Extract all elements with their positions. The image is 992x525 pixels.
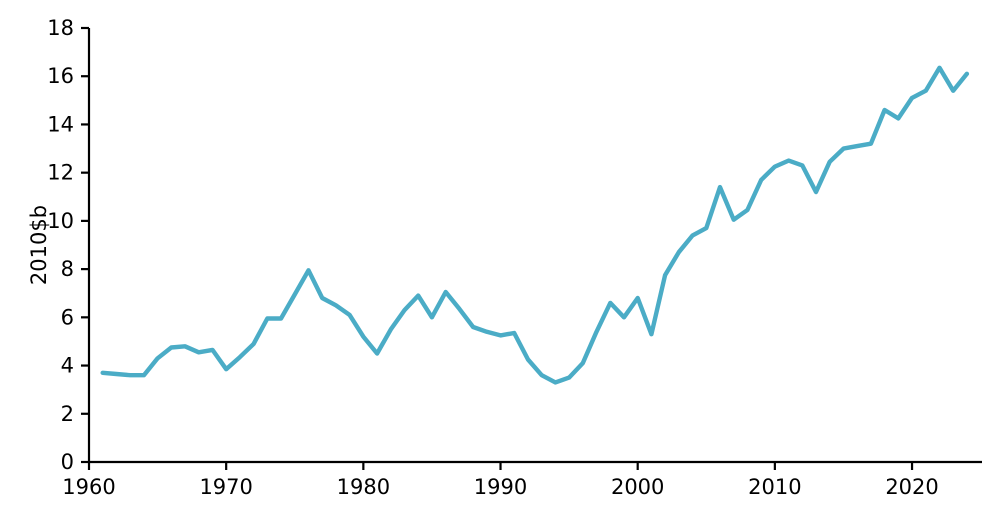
y-tick-label: 8 <box>61 257 74 281</box>
x-tick-label: 1960 <box>62 475 115 499</box>
x-tick-label: 2010 <box>748 475 801 499</box>
y-tick-label: 18 <box>47 16 74 40</box>
y-tick-label: 2 <box>61 402 74 426</box>
x-tick-label: 2020 <box>885 475 938 499</box>
y-tick-label: 14 <box>47 112 74 136</box>
x-tick-label: 2000 <box>611 475 664 499</box>
y-tick-label: 12 <box>47 161 74 185</box>
x-tick-label: 1990 <box>474 475 527 499</box>
y-tick-label: 6 <box>61 305 74 329</box>
y-tick-label: 16 <box>47 64 74 88</box>
y-tick-label: 4 <box>61 354 74 378</box>
x-tick-label: 1980 <box>337 475 390 499</box>
y-axis-title: 2010$b <box>27 205 51 285</box>
y-tick-label: 0 <box>61 450 74 474</box>
y-tick-label: 10 <box>47 209 74 233</box>
x-tick-label: 1970 <box>199 475 252 499</box>
data-line <box>100 65 970 385</box>
